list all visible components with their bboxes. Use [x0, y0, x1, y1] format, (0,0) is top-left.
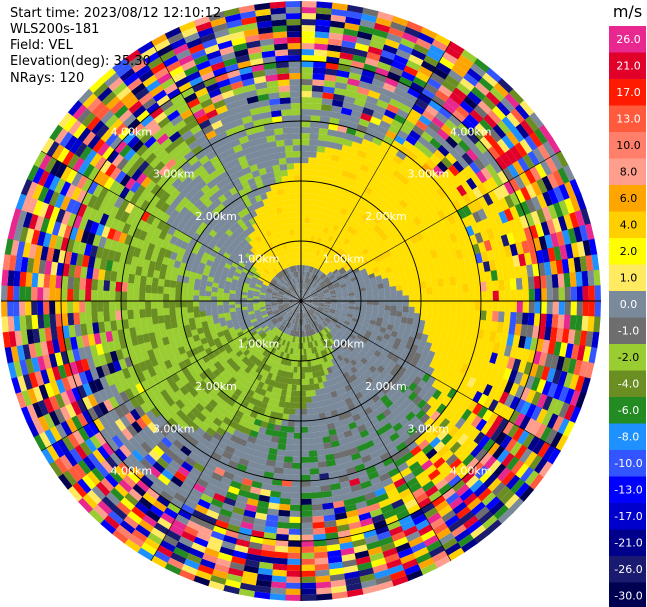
range-label: 1.00km [323, 337, 365, 350]
colorbar-swatch [609, 52, 646, 80]
colorbar-label: 0.0 [620, 298, 638, 311]
azimuth-line [150, 41, 302, 302]
colorbar-swatch [609, 211, 646, 239]
range-label: 2.00km [195, 210, 237, 223]
colorbar-label: 21.0 [616, 60, 641, 73]
colorbar-swatch [609, 238, 646, 265]
colorbar-label: -13.0 [614, 484, 642, 497]
range-label: 2.00km [365, 380, 407, 393]
colorbar-label: -21.0 [614, 537, 642, 550]
colorbar-swatch [609, 132, 646, 159]
azimuth-line [41, 150, 302, 302]
range-label: 2.00km [195, 380, 237, 393]
colorbar-label: 17.0 [616, 86, 641, 99]
colorbar-label: 6.0 [620, 192, 638, 205]
colorbar-label: 10.0 [616, 139, 641, 152]
colorbar-swatch [609, 423, 646, 451]
colorbar-swatch [609, 476, 646, 504]
colorbar-label: -2.0 [618, 351, 639, 364]
colorbar-swatch [609, 344, 646, 371]
colorbar-label: -30.0 [614, 590, 642, 603]
range-label: 3.00km [408, 422, 450, 435]
azimuth-line [300, 150, 561, 302]
colorbar-swatch [609, 291, 646, 318]
range-label: 1.00km [238, 337, 280, 350]
colorbar-label: 8.0 [620, 166, 638, 179]
velocity-cells [1, 1, 601, 601]
range-label: 1.00km [323, 253, 365, 266]
azimuth-line [41, 300, 302, 452]
azimuth-line [300, 300, 561, 452]
colorbar-label: -4.0 [618, 378, 639, 391]
range-label: 4.00km [450, 465, 492, 478]
colorbar-label: 1.0 [620, 272, 638, 285]
colorbar-label: 26.0 [616, 33, 641, 46]
range-label: 2.00km [365, 210, 407, 223]
colorbar-swatch [609, 26, 646, 53]
colorbar-label: -26.0 [614, 563, 642, 576]
colorbar-swatch [609, 79, 646, 106]
azimuth-line [300, 41, 452, 302]
range-label: 3.00km [408, 168, 450, 181]
range-label: 4.00km [111, 125, 153, 138]
colorbar-swatch [609, 397, 646, 424]
colorbar-swatch [609, 582, 646, 607]
colorbar-swatch [609, 185, 646, 212]
field-text: Field: VEL [10, 38, 73, 53]
start-time-text: Start time: 2023/08/12 12:10:12 [10, 6, 222, 21]
range-label: 3.00km [153, 422, 195, 435]
colorbar-label: -1.0 [618, 325, 639, 338]
range-label: 1.00km [238, 253, 280, 266]
azimuth-line [150, 300, 302, 561]
colorbar-swatch [609, 264, 646, 292]
elevation-text: Elevation(deg): 35.30 [10, 54, 151, 69]
colorbar-label: 13.0 [616, 113, 641, 126]
colorbar-swatch [609, 503, 646, 530]
colorbar-label: 4.0 [620, 219, 638, 232]
colorbar-label: 2.0 [620, 245, 638, 258]
colorbar-unit: m/s [613, 2, 642, 21]
colorbar-label: -17.0 [614, 510, 642, 523]
instrument-text: WLS200s-181 [10, 22, 100, 37]
colorbar-swatch [609, 556, 646, 583]
colorbar-label: -8.0 [618, 431, 639, 444]
colorbar-swatch [609, 158, 646, 186]
colorbar-label: -10.0 [614, 457, 642, 470]
colorbar-label: -6.0 [618, 404, 639, 417]
colorbar-swatch [609, 529, 646, 557]
colorbar-swatch [609, 450, 646, 477]
azimuth-line [300, 300, 452, 561]
nrays-text: NRays: 120 [10, 71, 85, 86]
colorbar-swatch [609, 370, 646, 398]
range-label: 3.00km [153, 168, 195, 181]
colorbar-swatch [609, 317, 646, 345]
colorbar-swatch [609, 105, 646, 133]
range-label: 4.00km [111, 465, 153, 478]
range-label: 4.00km [450, 125, 492, 138]
